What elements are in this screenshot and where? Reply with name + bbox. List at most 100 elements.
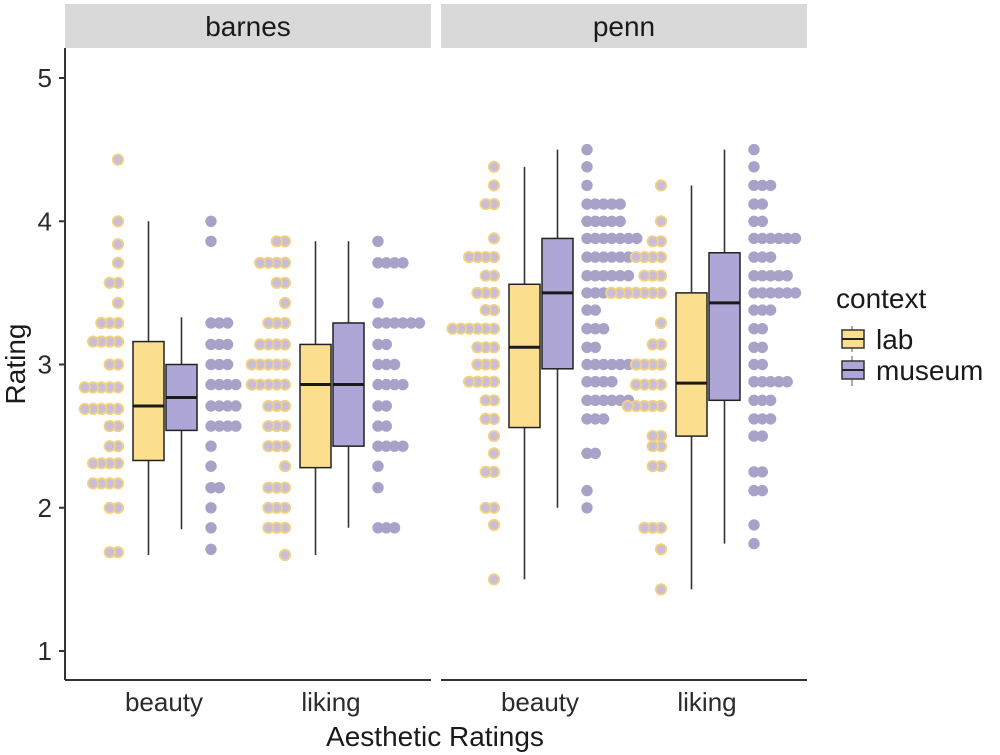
legend-label-museum: museum xyxy=(876,355,983,386)
data-point-dot xyxy=(748,519,760,531)
data-point-dot xyxy=(638,521,651,534)
data-point-dot xyxy=(764,394,777,406)
data-point-dot xyxy=(78,381,91,394)
data-point-dot xyxy=(654,316,668,330)
x-tick-label: beauty xyxy=(501,687,579,717)
data-point-dot xyxy=(111,153,125,166)
data-point-dot xyxy=(254,256,267,269)
data-point-dot xyxy=(103,546,116,559)
data-point-dot xyxy=(230,400,242,412)
x-tick-label: liking xyxy=(301,687,360,717)
strip-barnes xyxy=(65,4,431,48)
data-point-dot xyxy=(756,198,768,210)
data-point-dot xyxy=(87,477,100,490)
data-point-dot xyxy=(487,573,501,586)
data-point-dot xyxy=(205,215,217,228)
data-point-dot xyxy=(654,215,668,228)
data-point-dot xyxy=(205,543,217,555)
data-point-dot xyxy=(413,317,426,329)
data-point-dot xyxy=(487,447,501,460)
data-point-dot xyxy=(221,358,234,371)
data-point-dot xyxy=(479,303,492,317)
data-point-dot xyxy=(629,378,643,391)
data-point-dot xyxy=(245,378,258,391)
data-point-dot xyxy=(487,232,501,245)
data-point-dot xyxy=(629,251,643,264)
data-point-dot xyxy=(487,179,501,192)
box-barnes-liking-lab xyxy=(299,343,332,469)
data-point-dot xyxy=(446,322,459,335)
data-point-dot xyxy=(614,198,626,210)
data-point-dot xyxy=(622,270,635,282)
data-point-dot xyxy=(781,376,793,388)
data-point-dot xyxy=(589,341,601,353)
data-point-dot xyxy=(103,358,116,371)
data-point-dot xyxy=(262,316,275,330)
data-point-dot xyxy=(597,413,610,425)
data-point-dot xyxy=(646,235,659,248)
box-penn-beauty-lab xyxy=(508,283,541,429)
data-point-dot xyxy=(254,338,267,351)
data-point-dot xyxy=(205,460,217,472)
data-point-dot xyxy=(103,276,116,289)
data-point-dot xyxy=(270,235,283,248)
x-tick-label: beauty xyxy=(125,687,203,717)
y-ticks: 1 2 3 4 5 xyxy=(38,63,65,666)
plot-marks xyxy=(78,143,802,596)
data-point-dot xyxy=(111,238,125,251)
data-point-dot xyxy=(388,358,401,371)
data-point-dot xyxy=(756,323,768,335)
data-point-dot xyxy=(606,376,618,388)
y-axis-title: Rating xyxy=(0,324,31,405)
data-point-dot xyxy=(270,276,283,289)
data-point-dot xyxy=(397,257,409,269)
data-point-dot xyxy=(87,335,100,348)
data-point-dot xyxy=(581,502,593,514)
data-point-dot xyxy=(479,465,492,478)
data-point-dot xyxy=(597,323,610,335)
data-point-dot xyxy=(756,430,768,442)
data-point-dot xyxy=(756,466,768,478)
data-point-dot xyxy=(103,419,116,433)
data-point-dot xyxy=(372,482,384,494)
data-point-dot xyxy=(262,399,275,413)
data-point-dot xyxy=(487,160,501,173)
data-point-dot xyxy=(205,502,217,514)
data-point-dot xyxy=(487,518,501,532)
data-point-dot xyxy=(646,460,659,473)
data-point-dot xyxy=(111,215,125,228)
data-point-dot xyxy=(764,179,777,192)
data-point-dot xyxy=(479,198,492,211)
legend-key-lab xyxy=(841,326,865,352)
data-point-dot xyxy=(230,378,242,391)
box-barnes-beauty-lab xyxy=(132,340,165,462)
data-point-dot xyxy=(756,341,768,353)
data-point-dot xyxy=(262,419,275,433)
data-point-dot xyxy=(581,179,593,192)
data-point-dot xyxy=(111,256,125,269)
y-tick-label: 2 xyxy=(38,493,52,523)
data-point-dot xyxy=(756,484,768,497)
data-point-dot xyxy=(397,378,409,391)
data-point-dot xyxy=(380,338,392,351)
data-point-dot xyxy=(631,232,643,245)
data-point-dot xyxy=(479,394,492,407)
data-point-dot xyxy=(471,341,484,354)
data-point-dot xyxy=(262,440,275,453)
data-point-dot xyxy=(372,297,384,309)
data-point-dot xyxy=(581,484,593,497)
data-point-dot xyxy=(278,460,292,473)
data-point-dot xyxy=(245,358,258,371)
y-tick-label: 1 xyxy=(38,636,52,666)
legend-label-lab: lab xyxy=(876,324,913,355)
data-point-dot xyxy=(756,358,768,371)
data-point-dot xyxy=(479,269,492,282)
strip-label-barnes: barnes xyxy=(205,11,291,42)
legend-key-museum xyxy=(841,356,865,386)
data-point-dot xyxy=(262,521,275,534)
y-tick-label: 3 xyxy=(38,350,52,380)
data-point-dot xyxy=(487,429,501,443)
data-point-dot xyxy=(372,235,384,248)
data-point-dot xyxy=(479,501,492,514)
